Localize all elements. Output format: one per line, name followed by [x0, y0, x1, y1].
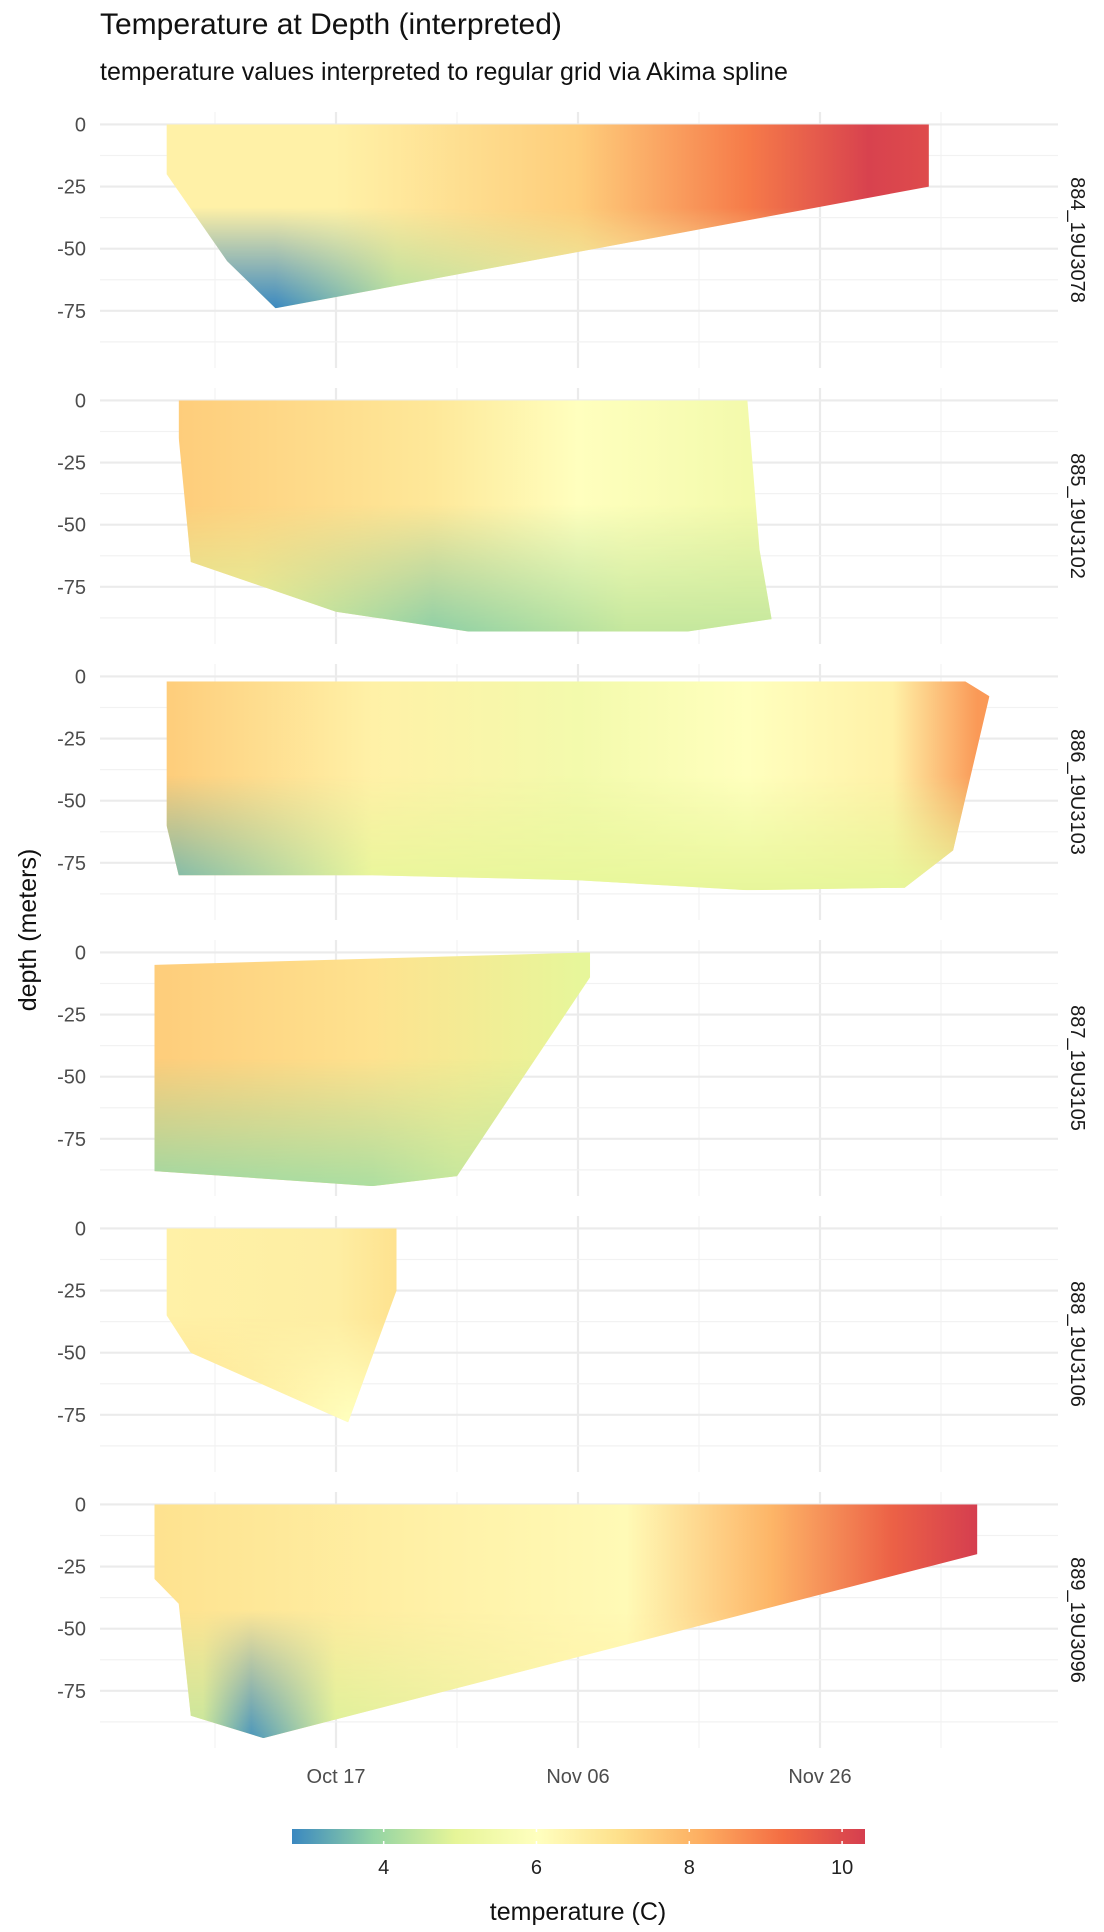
facet-strip-label: 888_19U3106 — [1066, 1281, 1088, 1407]
y-tick-label: 0 — [75, 390, 86, 412]
facet-panel-887_19U3105: 0 -25 -50 -75 887_19U3105 — [57, 940, 1088, 1196]
y-tick-label: -25 — [57, 1281, 86, 1303]
facet-strip-label: 884_19U3078 — [1066, 177, 1088, 303]
y-tick-label: -25 — [57, 177, 86, 199]
colorbar-tick-label: 10 — [831, 1857, 853, 1879]
y-tick-label: -50 — [57, 1619, 86, 1641]
bottom-layer — [166, 1228, 397, 1423]
facet-strip-label: 886_19U3103 — [1066, 729, 1088, 855]
colorbar-tick-label: 8 — [684, 1857, 695, 1879]
y-tick-label: -50 — [57, 1343, 86, 1365]
heat-region-885_19U3102 — [178, 400, 772, 632]
heat-region-889_19U3096 — [154, 1504, 978, 1739]
y-tick-label: -25 — [57, 453, 86, 475]
y-tick-label: -25 — [57, 1557, 86, 1579]
x-tick-label: Nov 26 — [788, 1766, 851, 1788]
y-tick-label: -75 — [57, 853, 86, 875]
colorbar-tick-label: 4 — [378, 1857, 389, 1879]
facet-panel-884_19U3078: 0 -25 -50 -75 884_19U3078 — [57, 112, 1088, 368]
colorbar-tick-label: 6 — [531, 1857, 542, 1879]
y-tick-label: -50 — [57, 515, 86, 537]
heat-region-886_19U3103 — [166, 681, 990, 891]
bottom-layer — [154, 952, 591, 1187]
bottom-layer — [166, 681, 990, 891]
x-tick-label: Nov 06 — [546, 1766, 609, 1788]
colorbar-title: temperature (C) — [490, 1898, 666, 1926]
x-tick-label: Oct 17 — [307, 1766, 366, 1788]
y-tick-label: 0 — [75, 1218, 86, 1240]
y-tick-label: 0 — [75, 942, 86, 964]
y-axis-title: depth (meters) — [14, 849, 42, 1012]
chart-subtitle: temperature values interpreted to regula… — [100, 58, 788, 86]
facet-panel-888_19U3106: 0 -25 -50 -75 888_19U3106 — [57, 1216, 1088, 1472]
y-tick-label: -75 — [57, 1405, 86, 1427]
colorbar — [292, 1829, 865, 1844]
facet-panel-889_19U3096: 0 -25 -50 -75 889_19U3096 — [57, 1492, 1088, 1748]
y-tick-label: 0 — [75, 1494, 86, 1516]
chart-title: Temperature at Depth (interpreted) — [100, 8, 562, 41]
facet-strip-label: 889_19U3096 — [1066, 1557, 1088, 1683]
y-tick-label: -50 — [57, 791, 86, 813]
y-tick-label: -50 — [57, 1067, 86, 1089]
y-tick-label: 0 — [75, 114, 86, 136]
facet-strip-label: 887_19U3105 — [1066, 1005, 1088, 1131]
facet-strip-label: 885_19U3102 — [1066, 453, 1088, 579]
y-tick-label: -25 — [57, 1005, 86, 1027]
y-tick-label: -75 — [57, 1129, 86, 1151]
y-tick-label: 0 — [75, 666, 86, 688]
y-tick-label: -75 — [57, 301, 86, 323]
bottom-layer — [166, 124, 929, 309]
heat-region-884_19U3078 — [166, 124, 929, 309]
y-tick-label: -75 — [57, 577, 86, 599]
facet-panel-885_19U3102: 0 -25 -50 -75 885_19U3102 — [57, 388, 1088, 644]
bottom-layer — [154, 1504, 978, 1739]
facet-panel-886_19U3103: 0 -25 -50 -75 886_19U3103 — [57, 664, 1088, 920]
y-tick-label: -50 — [57, 239, 86, 261]
heat-region-888_19U3106 — [166, 1228, 397, 1423]
heat-region-887_19U3105 — [154, 952, 591, 1187]
y-tick-label: -25 — [57, 729, 86, 751]
bottom-layer — [178, 400, 772, 632]
y-tick-label: -75 — [57, 1681, 86, 1703]
